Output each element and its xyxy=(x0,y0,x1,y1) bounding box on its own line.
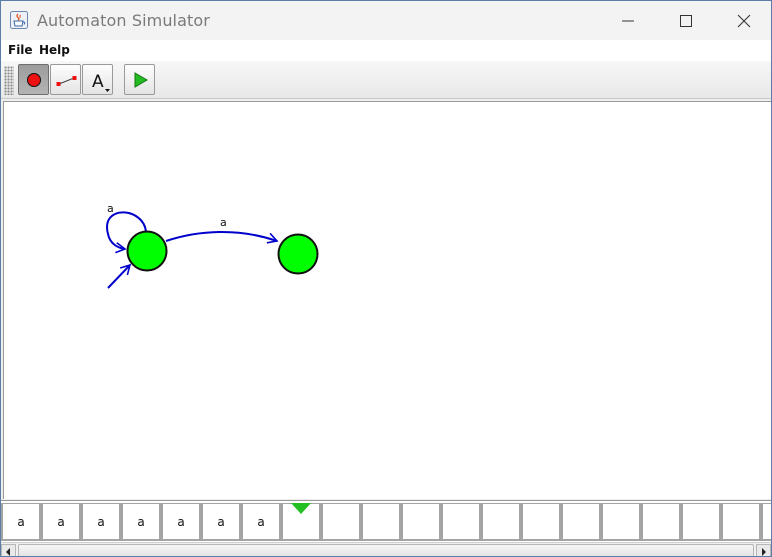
state-tool-button[interactable] xyxy=(18,64,49,95)
tape-cell[interactable] xyxy=(521,503,561,541)
transition-tool-button[interactable] xyxy=(50,64,81,95)
tape-head-marker-icon xyxy=(291,503,311,514)
tape-horizontal-scrollbar[interactable] xyxy=(1,542,771,556)
tape-cell[interactable] xyxy=(401,503,441,541)
scroll-left-icon xyxy=(6,548,10,556)
menu-file[interactable]: File xyxy=(8,43,33,57)
tape-cell[interactable] xyxy=(361,503,401,541)
tape-cell[interactable] xyxy=(441,503,481,541)
self-loop-transition[interactable] xyxy=(106,211,147,254)
initial-state-arrow[interactable] xyxy=(107,263,132,289)
tape-cell[interactable] xyxy=(641,503,681,541)
tape-cell[interactable]: a xyxy=(201,503,241,541)
maximize-icon xyxy=(680,14,692,27)
self-loop-label[interactable]: a xyxy=(107,202,114,215)
tape-cell[interactable] xyxy=(761,503,771,541)
java-cup-icon xyxy=(10,11,28,29)
tape-cell[interactable]: a xyxy=(41,503,81,541)
transition-arrow-icon xyxy=(56,76,77,86)
red-dot-state-icon xyxy=(27,73,41,87)
tape-cell[interactable]: a xyxy=(1,503,41,541)
title-bar[interactable]: Automaton Simulator xyxy=(1,1,771,40)
toolbar-grip[interactable] xyxy=(4,66,14,95)
tape-cell[interactable] xyxy=(321,503,361,541)
tape-cell[interactable] xyxy=(601,503,641,541)
tape-cell[interactable]: a xyxy=(241,503,281,541)
scroll-left-button[interactable] xyxy=(1,544,16,556)
menu-bar: File Help xyxy=(1,40,771,61)
state-q0[interactable] xyxy=(126,230,168,272)
tape-cell[interactable]: a xyxy=(161,503,201,541)
scroll-right-icon xyxy=(762,548,766,556)
close-button[interactable] xyxy=(715,1,771,40)
tape-cell[interactable] xyxy=(481,503,521,541)
transition-q0-q1[interactable] xyxy=(165,231,279,244)
state-q1[interactable] xyxy=(277,233,319,275)
letter-a-dropdown-icon: A xyxy=(92,72,110,92)
automaton-canvas[interactable]: a a xyxy=(3,101,771,499)
minimize-icon xyxy=(622,20,634,21)
tape-cell[interactable] xyxy=(721,503,761,541)
tape-cell[interactable]: a xyxy=(81,503,121,541)
text-tool-button[interactable]: A xyxy=(82,64,113,95)
run-button[interactable] xyxy=(124,64,155,95)
minimize-button[interactable] xyxy=(599,1,657,40)
window-title: Automaton Simulator xyxy=(37,11,210,30)
tape-cell[interactable] xyxy=(561,503,601,541)
scroll-right-button[interactable] xyxy=(756,544,771,556)
toolbar: A xyxy=(1,61,771,99)
green-play-icon xyxy=(134,72,148,88)
scroll-thumb[interactable] xyxy=(18,544,754,556)
transition-label[interactable]: a xyxy=(220,216,227,229)
input-tape: a a a a a a a xyxy=(1,500,771,542)
text-tool-label: A xyxy=(92,72,104,92)
maximize-button[interactable] xyxy=(657,1,715,40)
tape-cell[interactable] xyxy=(681,503,721,541)
close-icon xyxy=(737,14,751,27)
menu-help[interactable]: Help xyxy=(39,43,70,57)
tape-cell[interactable]: a xyxy=(121,503,161,541)
